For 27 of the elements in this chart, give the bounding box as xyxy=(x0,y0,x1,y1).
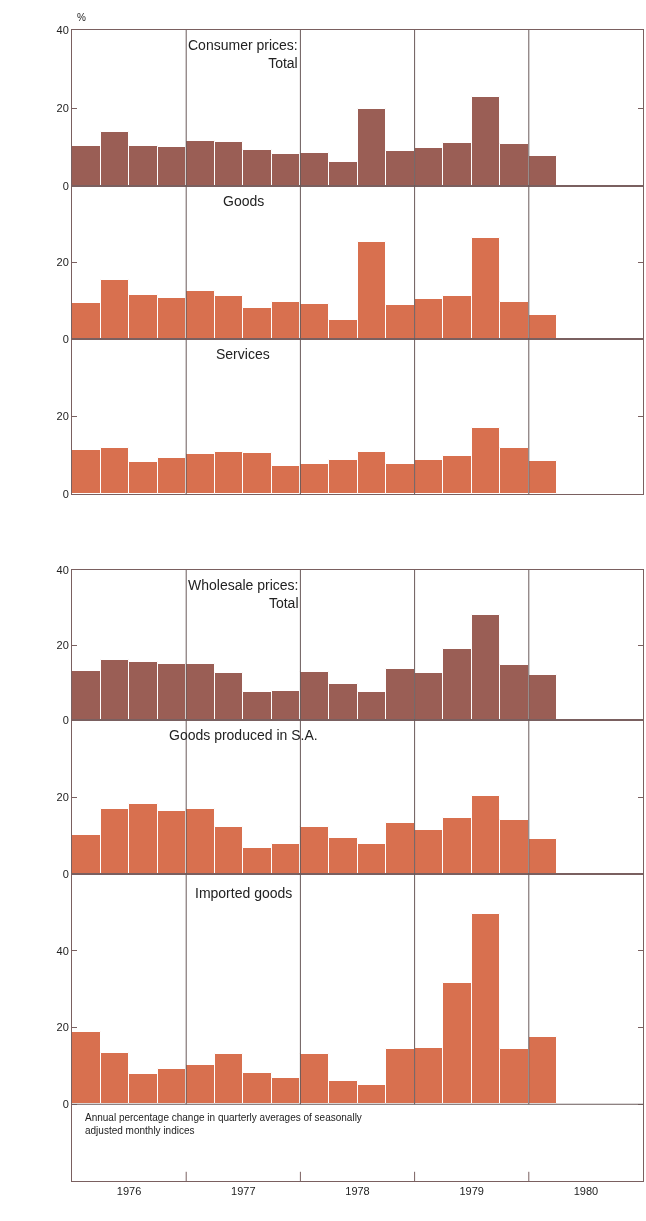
y-tick-label: 20 xyxy=(56,1021,69,1034)
y-tick-label: 20 xyxy=(56,638,69,651)
text: Consumer prices: Total xyxy=(188,37,298,72)
y-tick-label: 0 xyxy=(62,487,69,500)
y-tick-label: 20 xyxy=(56,790,69,803)
y-tick-label: 40 xyxy=(56,23,69,36)
x-tick-label: 1978 xyxy=(345,1185,370,1198)
y-tick-label: 20 xyxy=(56,101,69,114)
x-tick-label: 1979 xyxy=(459,1185,484,1198)
y-tick-label: 0 xyxy=(62,867,69,880)
text: Imported goods xyxy=(195,885,293,901)
y-tick-label: 0 xyxy=(62,1098,69,1111)
y-axis-title: % xyxy=(77,12,86,23)
text: Wholesale prices: Total xyxy=(188,577,299,612)
annotation: Annual percentage change in quarterly averages of seasonally adjusted monthly indices xyxy=(85,1112,362,1136)
y-tick-label: 40 xyxy=(56,563,69,576)
y-tick-label: 20 xyxy=(56,410,69,423)
x-tick-label: 1980 xyxy=(573,1185,599,1198)
y-tick-label: 40 xyxy=(56,944,69,957)
y-tick-label: 0 xyxy=(62,179,69,192)
y-tick-label: 0 xyxy=(62,713,69,726)
x-tick-label: 1977 xyxy=(231,1185,256,1198)
y-tick-label: 20 xyxy=(56,256,69,269)
text: Services xyxy=(216,346,270,362)
y-tick-label: 0 xyxy=(62,332,69,345)
x-tick-label: 1976 xyxy=(116,1185,142,1198)
text: Goods xyxy=(223,193,265,209)
